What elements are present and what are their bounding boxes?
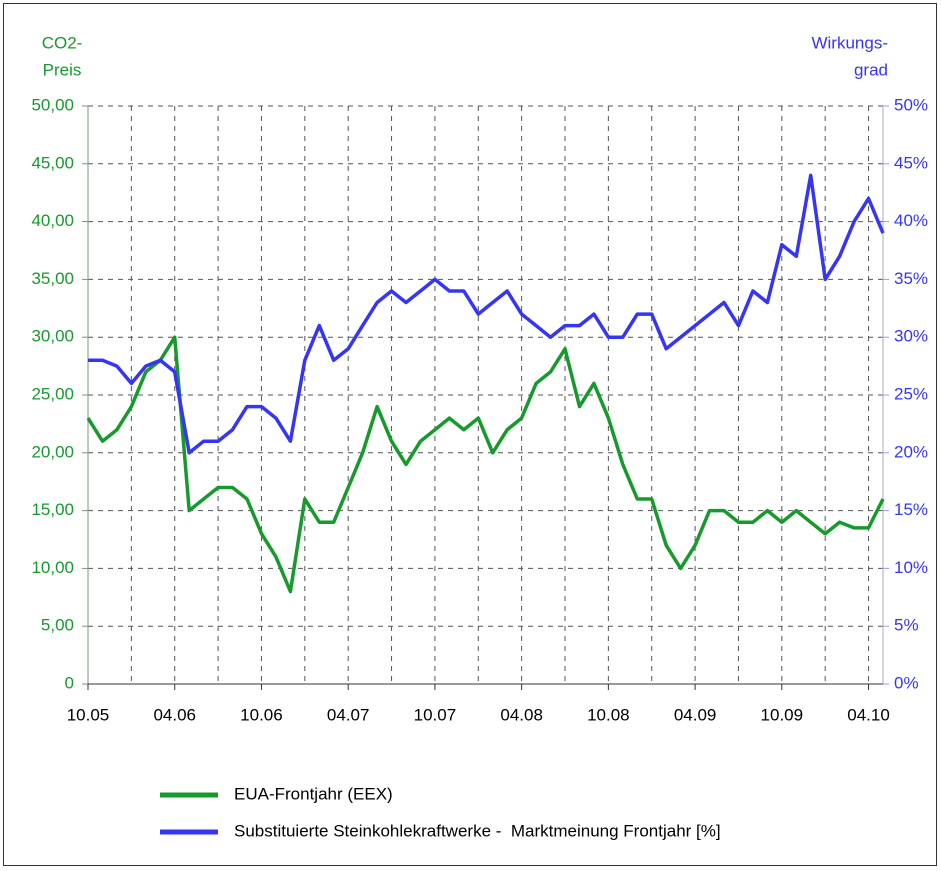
y2-tick-label: 50%: [894, 95, 928, 114]
y2-tick-label: 35%: [894, 269, 928, 288]
frame: [3, 3, 937, 866]
y-tick-label: 20,00: [31, 442, 74, 461]
y2-tick-label: 20%: [894, 442, 928, 461]
y-tick-label: 30,00: [31, 327, 74, 346]
y-tick-label: 45,00: [31, 153, 74, 172]
y-tick-label: 25,00: [31, 384, 74, 403]
y2-axis-title: grad: [854, 60, 888, 79]
x-tick-label: 10.08: [587, 705, 630, 724]
legend-label: Substituierte Steinkohlekraftwerke - Mar…: [234, 821, 721, 840]
y2-tick-label: 0%: [894, 673, 919, 692]
y2-tick-label: 30%: [894, 327, 928, 346]
y2-tick-label: 15%: [894, 500, 928, 519]
y2-tick-label: 5%: [894, 616, 919, 635]
y2-axis-title: Wirkungs-: [811, 33, 888, 52]
x-tick-label: 10.06: [240, 705, 283, 724]
x-tick-label: 04.06: [153, 705, 196, 724]
y-tick-label: 50,00: [31, 95, 74, 114]
y2-tick-label: 10%: [894, 558, 928, 577]
y-axis-title: Preis: [43, 60, 82, 79]
legend-label: EUA-Frontjahr (EEX): [234, 784, 393, 803]
y-axis-title: CO2-: [42, 33, 83, 52]
y2-tick-label: 25%: [894, 384, 928, 403]
y-tick-label: 10,00: [31, 558, 74, 577]
x-tick-label: 04.07: [327, 705, 370, 724]
line-series: [88, 173, 885, 455]
y-tick-label: 5,00: [41, 616, 74, 635]
x-tick-label: 04.09: [674, 705, 717, 724]
y-tick-label: 0: [65, 673, 74, 692]
x-tick-label: 04.10: [847, 705, 890, 724]
x-tick-label: 10.09: [761, 705, 804, 724]
y2-tick-label: 40%: [894, 211, 928, 230]
y-tick-label: 15,00: [31, 500, 74, 519]
y-tick-label: 35,00: [31, 269, 74, 288]
x-tick-label: 10.05: [67, 705, 110, 724]
y2-tick-label: 45%: [894, 153, 928, 172]
y-tick-label: 40,00: [31, 211, 74, 230]
x-tick-label: 04.08: [500, 705, 543, 724]
x-tick-label: 10.07: [414, 705, 457, 724]
line-series: [86, 335, 885, 594]
